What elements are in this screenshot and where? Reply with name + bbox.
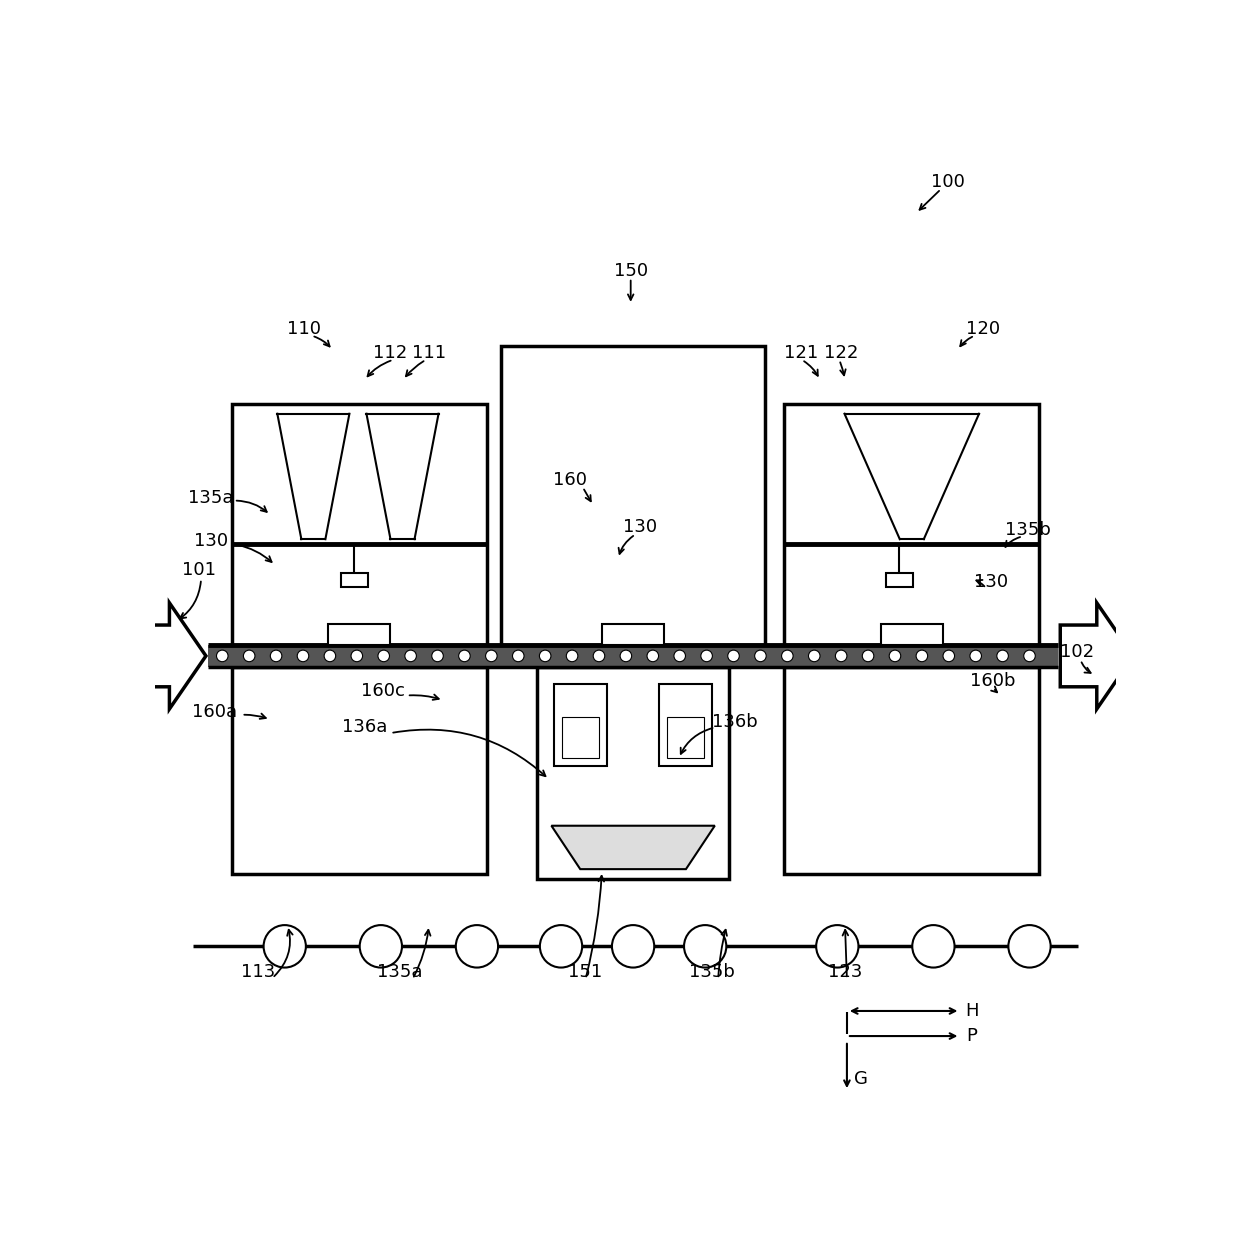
Circle shape [539,925,582,967]
Bar [537,667,729,878]
Text: 136a: 136a [342,718,387,737]
Text: 100: 100 [931,173,965,192]
Circle shape [781,650,794,662]
Bar [885,573,913,588]
Text: 122: 122 [823,345,858,362]
Text: 135a: 135a [377,964,423,981]
Circle shape [816,925,858,967]
Bar [341,573,367,588]
Bar [232,405,486,645]
Text: 136b: 136b [712,713,758,730]
Circle shape [836,650,847,662]
Circle shape [684,925,727,967]
Circle shape [264,925,306,967]
Circle shape [324,650,336,662]
Circle shape [567,650,578,662]
Circle shape [647,650,658,662]
Circle shape [456,925,498,967]
Polygon shape [552,826,714,870]
Text: 130: 130 [193,533,228,550]
Circle shape [459,650,470,662]
Circle shape [351,650,362,662]
Text: 110: 110 [286,320,321,338]
Circle shape [360,925,402,967]
Text: 102: 102 [1060,643,1095,662]
Text: 151: 151 [568,964,603,981]
Circle shape [701,650,712,662]
Circle shape [539,650,551,662]
Text: 160: 160 [553,471,588,490]
Bar [562,717,599,758]
Text: 120: 120 [966,320,1001,338]
Circle shape [675,650,686,662]
Bar [501,346,765,645]
Bar [785,667,1039,875]
Circle shape [808,650,820,662]
Circle shape [486,650,497,662]
Circle shape [889,650,900,662]
Text: 160b: 160b [970,672,1016,690]
Polygon shape [1060,603,1133,709]
Circle shape [270,650,281,662]
Circle shape [755,650,766,662]
Text: H: H [965,1002,978,1020]
Text: 160a: 160a [192,703,237,720]
Bar [208,645,1058,667]
Bar [880,624,942,645]
Text: P: P [966,1027,977,1045]
Circle shape [862,650,874,662]
Bar [785,405,1039,645]
Text: 101: 101 [182,561,216,579]
Text: 135b: 135b [689,964,735,981]
Polygon shape [133,603,206,709]
Circle shape [404,650,417,662]
Text: 113: 113 [241,964,275,981]
Bar [232,667,486,875]
Circle shape [298,650,309,662]
Circle shape [432,650,444,662]
Circle shape [1008,925,1050,967]
Text: 121: 121 [784,345,818,362]
Circle shape [997,650,1008,662]
Bar [554,684,608,766]
Circle shape [613,925,655,967]
Circle shape [620,650,631,662]
Circle shape [217,650,228,662]
Circle shape [970,650,981,662]
Circle shape [243,650,255,662]
Bar [601,624,665,645]
Circle shape [728,650,739,662]
Text: 135a: 135a [188,489,233,506]
Text: G: G [854,1070,868,1089]
Circle shape [593,650,605,662]
Circle shape [378,650,389,662]
Bar [667,717,704,758]
Text: 130: 130 [624,517,657,535]
Text: 111: 111 [412,345,446,362]
Text: 123: 123 [828,964,862,981]
Text: 130: 130 [973,573,1008,590]
Text: 135b: 135b [1004,520,1050,539]
Bar [658,684,712,766]
Circle shape [916,650,928,662]
Text: 150: 150 [614,262,647,279]
Circle shape [512,650,525,662]
Bar [327,624,391,645]
Text: 112: 112 [373,345,408,362]
Circle shape [913,925,955,967]
Circle shape [942,650,955,662]
Circle shape [1024,650,1035,662]
Text: 160c: 160c [361,682,404,699]
